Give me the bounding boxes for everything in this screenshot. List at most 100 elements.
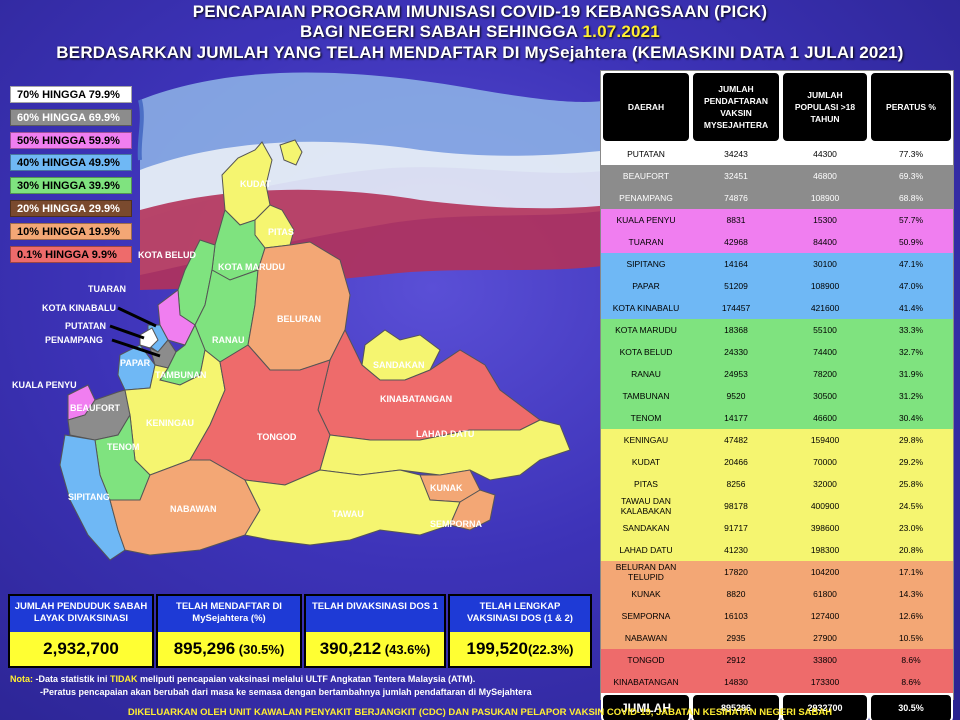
cell-daerah: PENAMPANG xyxy=(619,193,673,203)
cell-daerah: PUTATAN xyxy=(627,149,665,159)
table-total-row: JUMLAH 895296 2932700 30.5% xyxy=(601,693,953,720)
total-peratus: 30.5% xyxy=(869,693,953,720)
legend-item: 40% HINGGA 49.9% xyxy=(10,154,132,172)
cell-peratus: 57.7% xyxy=(898,215,924,225)
total-daftar: 895296 xyxy=(691,693,781,720)
table-row: KUDAT 20466 70000 29.2% xyxy=(601,451,953,473)
cell-daerah: KOTA MARUDU xyxy=(615,325,677,335)
cell-daerah: TAMBUNAN xyxy=(622,391,670,401)
table-row: TONGOD 2912 33800 8.6% xyxy=(601,649,953,671)
stat-box-eligible: JUMLAH PENDUDUK SABAH LAYAK DIVAKSINASI … xyxy=(8,594,154,668)
cell-peratus: 10.5% xyxy=(898,633,924,643)
cell-peratus: 30.4% xyxy=(898,413,924,423)
note-text-1b: meliputi pencapaian vaksinasi melalui UL… xyxy=(137,674,476,684)
cell-daftar: 9520 xyxy=(726,391,746,401)
table-row: BELURAN DAN TELUPID 17820 104200 17.1% xyxy=(601,561,953,583)
stat-box-dose1: TELAH DIVAKSINASI DOS 1 390,212 (43.6%) xyxy=(304,594,446,668)
cell-populasi: 70000 xyxy=(813,457,837,467)
cell-daerah: LAHAD DATU xyxy=(619,545,673,555)
table-row: SIPITANG 14164 30100 47.1% xyxy=(601,253,953,275)
cell-peratus: 20.8% xyxy=(898,545,924,555)
legend: 70% HINGGA 79.9% 60% HINGGA 69.9% 50% HING… xyxy=(10,86,132,268)
label-pitas: PITAS xyxy=(268,227,294,237)
cell-daftar: 47482 xyxy=(724,435,748,445)
stat-head: TELAH LENGKAP VAKSINASI DOS (1 & 2) xyxy=(450,596,590,632)
table-row: LAHAD DATU 41230 198300 20.8% xyxy=(601,539,953,561)
label-tawau: TAWAU xyxy=(332,509,364,519)
note-text-1a: -Data statistik ini xyxy=(33,674,111,684)
cell-daerah: RANAU xyxy=(631,369,661,379)
cell-daftar: 16103 xyxy=(724,611,748,621)
table-row: SANDAKAN 91717 398600 23.0% xyxy=(601,517,953,539)
table-row: TAMBUNAN 9520 30500 31.2% xyxy=(601,385,953,407)
cell-daerah: TENOM xyxy=(630,413,662,423)
cell-populasi: 27900 xyxy=(813,633,837,643)
stat-number: 2,932,700 xyxy=(43,639,119,658)
cell-daerah: KUDAT xyxy=(631,457,661,467)
cell-peratus: 32.7% xyxy=(898,347,924,357)
cell-daerah: SIPITANG xyxy=(626,259,666,269)
stat-value: 199,520(22.3%) xyxy=(450,632,590,666)
cell-peratus: 33.3% xyxy=(898,325,924,335)
cell-peratus: 24.5% xyxy=(898,501,924,511)
title-line-2: BAGI NEGERI SABAH SEHINGGA 1.07.2021 xyxy=(0,22,960,42)
cell-peratus: 8.6% xyxy=(901,655,921,665)
cell-populasi: 74400 xyxy=(813,347,837,357)
label-putatan: PUTATAN xyxy=(65,321,106,331)
cell-daftar: 32451 xyxy=(724,171,748,181)
table-row: TUARAN 42968 84400 50.9% xyxy=(601,231,953,253)
cell-daftar: 91717 xyxy=(724,523,748,533)
header-populasi: JUMLAH POPULASI >18 TAHUN xyxy=(781,71,869,143)
table-row: KOTA MARUDU 18368 55100 33.3% xyxy=(601,319,953,341)
stat-number: 895,296 xyxy=(173,639,236,658)
table-row: PITAS 8256 32000 25.8% xyxy=(601,473,953,495)
label-nabawan: NABAWAN xyxy=(170,504,217,514)
sabah-district-map: KUDAT PITAS KOTA BELUD KOTA MARUDU TUARA… xyxy=(12,139,571,561)
cell-peratus: 14.3% xyxy=(898,589,924,599)
stat-sub: (43.6%) xyxy=(381,642,431,657)
cell-daerah: BEAUFORT xyxy=(622,171,670,181)
cell-peratus: 68.8% xyxy=(898,193,924,203)
label-tambunan: TAMBUNAN xyxy=(155,370,206,380)
district-table-panel: DAERAH JUMLAH PENDAFTARAN VAKSIN MYSEJAH… xyxy=(600,70,954,720)
cell-daftar: 14164 xyxy=(724,259,748,269)
cell-daftar: 42968 xyxy=(724,237,748,247)
legend-item: 60% HINGGA 69.9% xyxy=(10,108,132,126)
stat-sub: (30.5%) xyxy=(235,642,285,657)
cell-populasi: 108900 xyxy=(810,281,840,291)
cell-populasi: 421600 xyxy=(810,303,840,313)
table-row: PUTATAN 34243 44300 77.3% xyxy=(601,143,953,165)
cell-peratus: 47.0% xyxy=(898,281,924,291)
table-row: PENAMPANG 74876 108900 68.8% xyxy=(601,187,953,209)
table-row: KENINGAU 47482 159400 29.8% xyxy=(601,429,953,451)
title-line-3: BERDASARKAN JUMLAH YANG TELAH MENDAFTAR … xyxy=(56,43,904,62)
cell-populasi: 44300 xyxy=(813,149,837,159)
cell-populasi: 173300 xyxy=(810,677,840,687)
label-kinabatangan: KINABATANGAN xyxy=(380,394,452,404)
stat-head: TELAH DIVAKSINASI DOS 1 xyxy=(306,596,444,632)
cell-daftar: 51209 xyxy=(724,281,748,291)
header-daerah: DAERAH xyxy=(601,71,691,143)
cell-daftar: 14830 xyxy=(724,677,748,687)
cell-peratus: 12.6% xyxy=(898,611,924,621)
cell-daftar: 14177 xyxy=(724,413,748,423)
title-line-2-prefix: BAGI NEGERI SABAH SEHINGGA xyxy=(300,22,583,41)
label-tenom: TENOM xyxy=(107,442,140,452)
cell-peratus: 31.9% xyxy=(898,369,924,379)
cell-populasi: 108900 xyxy=(810,193,840,203)
label-lahad-datu: LAHAD DATU xyxy=(416,429,474,439)
label-beluran: BELURAN xyxy=(277,314,321,324)
cell-daftar: 17820 xyxy=(724,567,748,577)
cell-daerah: KUALA PENYU xyxy=(616,215,676,225)
stat-head: TELAH MENDAFTAR DI MySejahtera (%) xyxy=(158,596,300,632)
label-sandakan: SANDAKAN xyxy=(373,360,425,370)
cell-daftar: 74876 xyxy=(724,193,748,203)
header-peratus: PERATUS % xyxy=(869,71,953,143)
table-row: RANAU 24953 78200 31.9% xyxy=(601,363,953,385)
cell-daerah: KINABATANGAN xyxy=(613,677,679,687)
stat-number: 199,520 xyxy=(466,639,528,658)
cell-populasi: 33800 xyxy=(813,655,837,665)
cell-daerah: KUNAK xyxy=(631,589,661,599)
cell-peratus: 8.6% xyxy=(901,677,921,687)
label-semporna: SEMPORNA xyxy=(430,519,483,529)
